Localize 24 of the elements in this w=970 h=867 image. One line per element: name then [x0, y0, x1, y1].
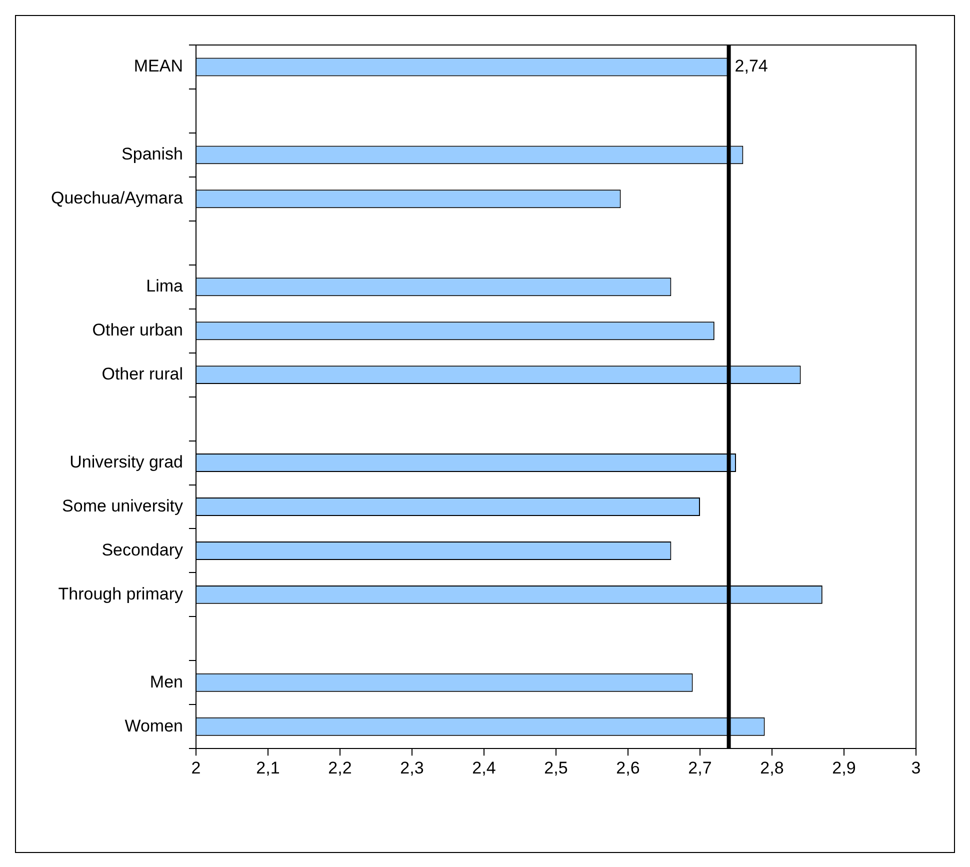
y-tick-label: Other urban	[92, 320, 183, 340]
ref-line-label: 2,74	[734, 56, 768, 76]
y-tick-label: Quechua/Aymara	[51, 188, 184, 208]
x-tick-label: 2,5	[544, 758, 568, 778]
y-tick-label: Spanish	[122, 144, 183, 164]
x-tick-label: 2,7	[688, 758, 712, 778]
y-tick-label: University grad	[70, 452, 183, 472]
y-tick-label: Lima	[146, 276, 184, 296]
x-tick-label: 2,3	[400, 758, 424, 778]
y-tick-label: Secondary	[102, 540, 184, 560]
x-tick-label: 2,9	[832, 758, 856, 778]
x-tick-label: 2,4	[472, 758, 496, 778]
x-tick-label: 2	[191, 758, 201, 778]
x-tick-label: 2,8	[760, 758, 784, 778]
x-tick-label: 2,1	[256, 758, 280, 778]
y-tick-label: Other rural	[102, 364, 183, 384]
y-tick-label: Some university	[62, 496, 184, 516]
y-tick-label: Women	[124, 716, 183, 736]
y-tick-label: MEAN	[134, 56, 183, 76]
x-tick-label: 2,6	[616, 758, 640, 778]
x-tick-label: 3	[911, 758, 921, 778]
y-tick-label: Men	[150, 672, 183, 692]
y-tick-label: Through primary	[58, 584, 184, 604]
x-tick-label: 2,2	[328, 758, 352, 778]
